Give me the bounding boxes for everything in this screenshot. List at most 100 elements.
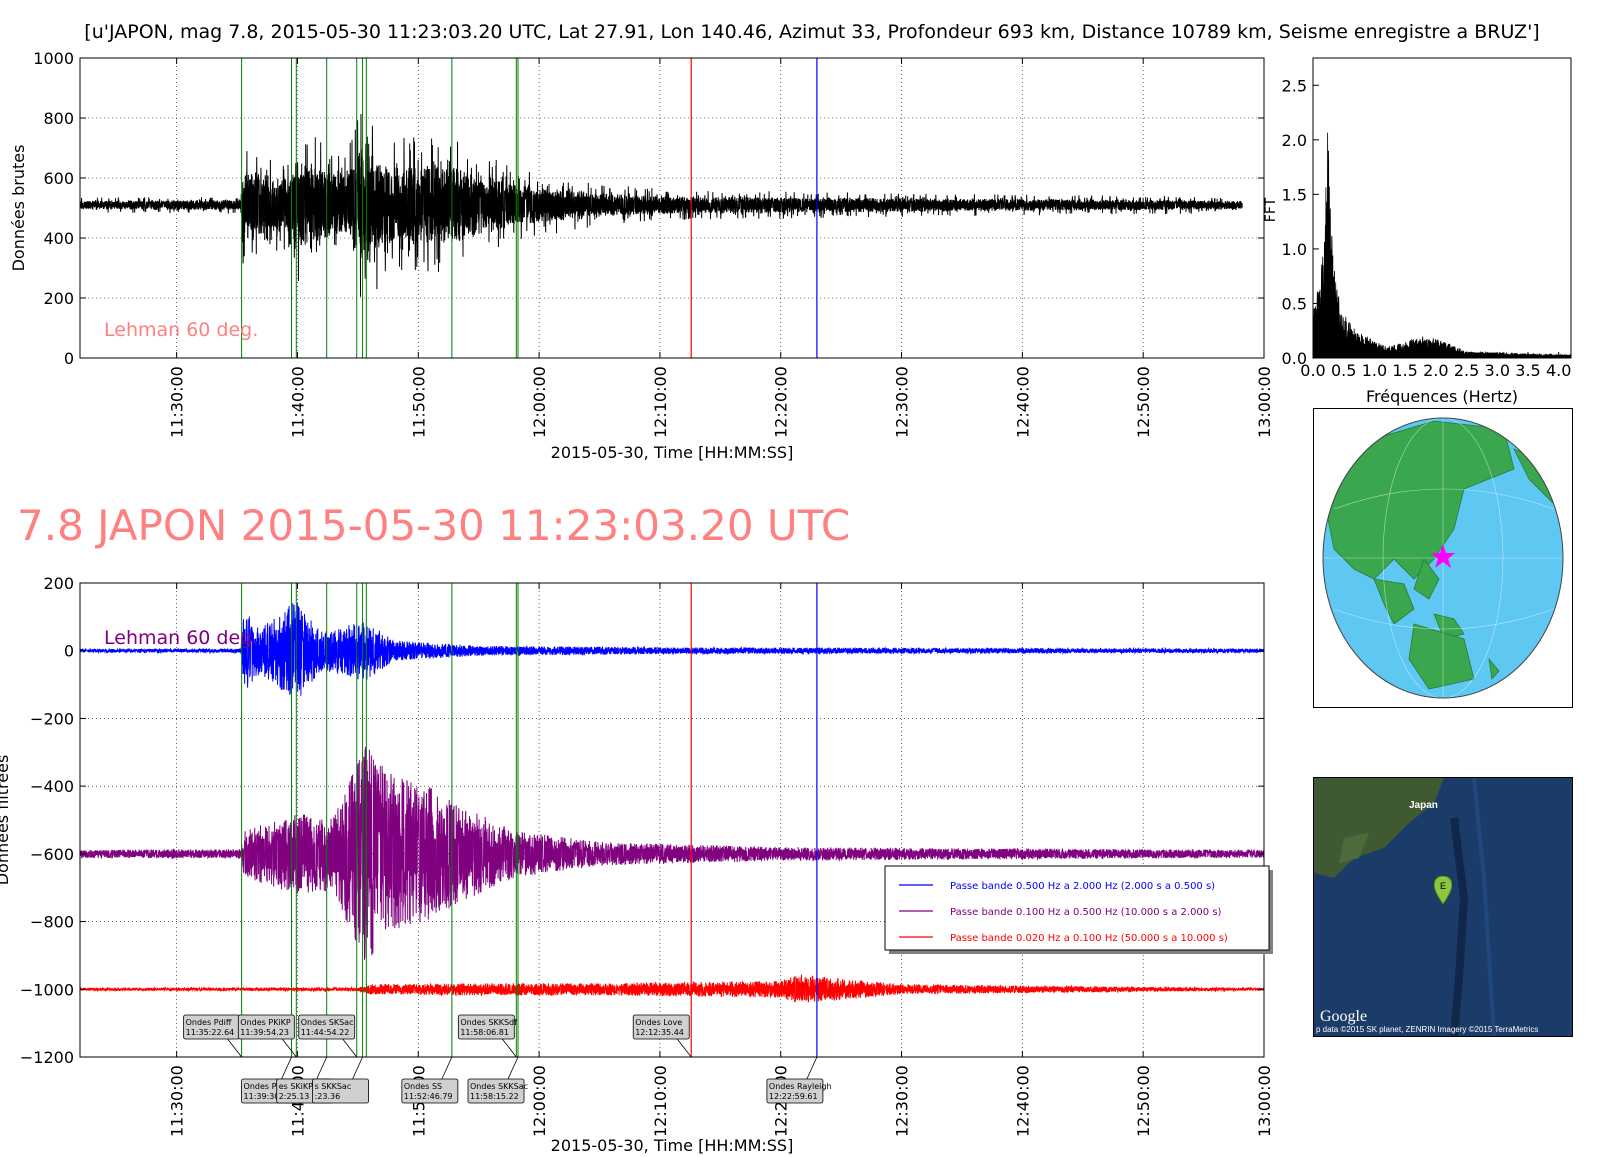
map-pin-letter: E [1440, 881, 1446, 891]
phase-label-time: 11:58:15.22 [470, 1092, 519, 1101]
globe-map-icon [1322, 417, 1564, 699]
phase-label-arrow [806, 1056, 818, 1080]
phase-label-arrow [316, 1056, 328, 1080]
filtered-y-tick-label: −1000 [20, 980, 74, 999]
filtered-y-ticks: 200 0 −200 −400 −600 −800 −1000 −1200 [20, 574, 1264, 1067]
map-label-japan: Japan [1409, 800, 1438, 811]
phase-label-arrow [281, 1038, 297, 1058]
epicenter-globe-map [1313, 408, 1573, 708]
raw-annotation: Lehman 60 deg. [104, 319, 258, 341]
raw-y-tick-label: 0 [64, 349, 74, 368]
phase-label-arrow [352, 1056, 363, 1080]
filtered-x-tick-label: 11:30:00 [168, 1065, 187, 1137]
raw-x-tick-label: 12:40:00 [1013, 366, 1032, 438]
filtered-x-ticks: 11:30:0011:40:0011:50:0012:00:0012:10:00… [168, 583, 1274, 1137]
map-pin-icon[interactable]: E [1434, 876, 1452, 904]
fft-x-tick-label: 1.5 [1392, 361, 1417, 380]
phase-label-time: 12:12:35.44 [635, 1028, 684, 1037]
phase-label-name: Ondes SKKSdf [460, 1018, 517, 1027]
fft-y-tick-label: 2.5 [1282, 76, 1307, 95]
phase-label-name: Ondes Love [635, 1018, 682, 1027]
filtered-x-tick-label: 13:00:00 [1255, 1065, 1274, 1137]
raw-x-tick-label: 11:30:00 [168, 366, 187, 438]
phase-label-arrow [342, 1038, 358, 1058]
raw-x-tick-label: 12:30:00 [893, 366, 912, 438]
satellite-terrain-icon [1314, 778, 1572, 1036]
fft-x-tick-label: 4.0 [1546, 361, 1571, 380]
fft-y-ticks: 0.0 0.5 1.0 1.5 2.0 2.5 [1282, 76, 1319, 368]
raw-y-tick-label: 200 [43, 289, 74, 308]
fft-x-tick-label: 2.5 [1454, 361, 1479, 380]
fft-y-tick-label: 1.0 [1282, 240, 1307, 259]
phase-label-time: 11:39:30.51 [244, 1092, 293, 1101]
phase-label-name: Ondes Rayleigh [769, 1082, 832, 1091]
filtered-y-tick-label: 200 [43, 574, 74, 593]
filtered-x-label: 2015-05-30, Time [HH:MM:SS] [551, 1136, 794, 1155]
band-legend: Passe bande 0.500 Hz a 2.000 Hz (2.000 s… [884, 865, 1273, 954]
raw-x-tick-label: 12:50:00 [1134, 366, 1153, 438]
phase-label-name: es SKiKP [279, 1082, 313, 1091]
filtered-y-label: Données filtrées [0, 755, 12, 886]
event-title: 7.8 JAPON 2015-05-30 11:23:03.20 UTC [17, 501, 850, 550]
satellite-map: Japan E Google p data ©2015 SK planet, Z… [1313, 777, 1573, 1037]
phase-label-arrow [507, 1056, 519, 1080]
filtered-phase-lines [241, 583, 818, 1057]
google-logo: Google [1320, 1008, 1368, 1025]
raw-x-tick-label: 12:10:00 [651, 366, 670, 438]
fft-panel: 0.0 0.5 1.0 1.5 2.0 2.5 3.0 3.5 4.0 0.0 0.5 1.0 1.5… [1282, 57, 1572, 406]
fft-x-tick-label: 3.0 [1485, 361, 1510, 380]
phase-label-arrow [441, 1056, 453, 1080]
fft-y-tick-label: 0.5 [1282, 294, 1307, 313]
raw-seismogram-panel: 0 200 400 600 800 1000 11:30:00 11:40:00 11:50:… [9, 49, 1279, 462]
raw-y-tick-label: 800 [43, 109, 74, 128]
filtered-trace-purple [79, 746, 1265, 960]
fft-x-label: Fréquences (Hertz) [1366, 387, 1518, 406]
raw-x-tick-label: 13:00:00 [1255, 366, 1274, 438]
raw-x-label: 2015-05-30, Time [HH:MM:SS] [551, 443, 794, 462]
raw-y-tick-label: 600 [43, 169, 74, 188]
phase-label-name: s SKKSac [315, 1082, 352, 1091]
phase-label-time: 11:44:54.22 [301, 1028, 350, 1037]
fft-y-tick-label: 0.0 [1282, 349, 1307, 368]
raw-y-label: Données brutes [9, 145, 28, 272]
phase-label-time: 12:22:59.61 [769, 1092, 818, 1101]
filtered-y-tick-label: −600 [30, 845, 74, 864]
phase-label-time: 11:52:46.79 [404, 1092, 453, 1101]
phase-label-name: Ondes PKiKP [240, 1018, 291, 1027]
fft-side-label: FFT [1263, 197, 1279, 222]
fft-x-tick-label: 0.5 [1331, 361, 1356, 380]
phase-label-name: Ondes SKKSac [470, 1082, 528, 1091]
filtered-x-tick-label: 12:40:00 [1013, 1065, 1032, 1137]
fft-x-tick-label: 2.0 [1423, 361, 1448, 380]
fft-x-tick-label: 3.5 [1515, 361, 1540, 380]
raw-x-tick-label: 11:40:00 [288, 366, 307, 438]
fft-y-tick-label: 1.5 [1282, 185, 1307, 204]
figure-title: [u'JAPON, mag 7.8, 2015-05-30 11:23:03.2… [84, 21, 1539, 43]
raw-x-tick-label: 12:20:00 [772, 366, 791, 438]
legend-entry-purple: Passe bande 0.100 Hz a 0.500 Hz (10.000 … [950, 907, 1222, 918]
filtered-x-tick-label: 12:00:00 [530, 1065, 549, 1137]
filtered-x-tick-label: 12:30:00 [893, 1065, 912, 1137]
raw-y-tick-label: 1000 [33, 49, 74, 68]
fft-x-tick-label: 0.0 [1300, 361, 1325, 380]
legend-entry-red: Passe bande 0.020 Hz a 0.100 Hz (50.000 … [950, 933, 1228, 944]
filtered-annotation: Lehman 60 deg. [104, 627, 258, 649]
phase-label-name: Ondes SKSac [301, 1018, 354, 1027]
filtered-x-tick-label: 12:10:00 [651, 1065, 670, 1137]
filtered-x-tick-label: 12:50:00 [1134, 1065, 1153, 1137]
phase-label-name: Ondes Pdiff [186, 1018, 232, 1027]
raw-y-ticks: 0 200 400 600 800 1000 [33, 49, 1264, 368]
fft-x-tick-label: 1.0 [1362, 361, 1387, 380]
raw-x-ticks: 11:30:00 11:40:00 11:50:00 12:00:00 12:10:00… [168, 58, 1274, 438]
phase-label-time: 11:39:54.23 [240, 1028, 289, 1037]
filtered-trace-red [79, 974, 1265, 1003]
fft-x-ticks: 0.0 0.5 1.0 1.5 2.0 2.5 3.0 3.5 4.0 [1300, 352, 1571, 380]
raw-y-tick-label: 400 [43, 229, 74, 248]
filtered-y-tick-label: −800 [30, 913, 74, 932]
phase-label: s SKKSac:23.36 [312, 1056, 369, 1104]
